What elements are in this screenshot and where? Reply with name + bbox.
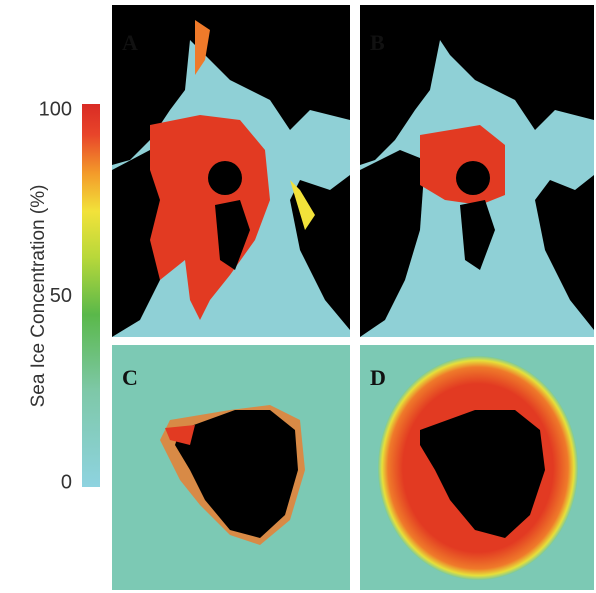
panel-b: B xyxy=(360,5,594,337)
panel-label: C xyxy=(122,365,138,390)
panel-a: A xyxy=(112,5,350,337)
colorbar-tick-label: 50 xyxy=(50,285,72,307)
panel-label: B xyxy=(370,30,385,55)
colorbar-label: Sea Ice Concentration (%) xyxy=(28,185,49,408)
panel-label: D xyxy=(370,365,386,390)
colorbar xyxy=(82,104,100,487)
panel-d: D xyxy=(360,345,594,590)
colorbar-tick-label: 100 xyxy=(39,98,72,120)
panel-c: C xyxy=(112,345,350,590)
colorbar-tick-label: 0 xyxy=(61,471,72,493)
panel-label: A xyxy=(122,30,138,55)
